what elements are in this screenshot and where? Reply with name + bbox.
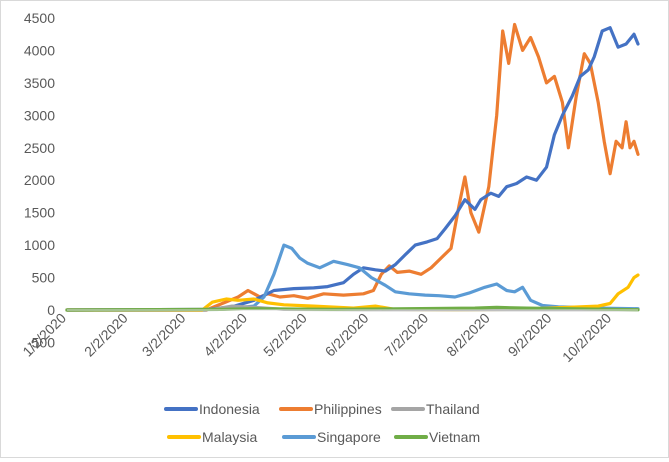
x-tick-label: 10/2/2020 [559, 310, 615, 366]
legend-label-philippines: Philippines [314, 401, 382, 417]
y-tick-label: 0 [47, 302, 55, 318]
x-tick-label: 3/2/2020 [139, 310, 189, 360]
legend-label-malaysia: Malaysia [202, 429, 257, 445]
y-tick-label: 3000 [24, 107, 55, 123]
series-line-vietnam [65, 305, 640, 312]
legend-label-thailand: Thailand [426, 401, 480, 417]
y-tick-label: 1000 [24, 237, 55, 253]
series-line-malaysia [65, 273, 640, 312]
y-tick-label: 3500 [24, 75, 55, 91]
series-line-singapore [65, 243, 640, 312]
y-tick-label: 2000 [24, 172, 55, 188]
y-tick-label: 500 [32, 270, 56, 286]
y-tick-label: -500 [27, 334, 55, 350]
x-tick-label: 7/2/2020 [381, 310, 431, 360]
x-tick-label: 5/2/2020 [260, 310, 310, 360]
y-tick-label: 1500 [24, 205, 55, 221]
y-tick-label: 4000 [24, 42, 55, 58]
x-tick-label: 4/2/2020 [200, 310, 250, 360]
x-tick-label: 6/2/2020 [322, 310, 372, 360]
legend-label-vietnam: Vietnam [429, 429, 480, 445]
series-line-philippines [65, 22, 640, 312]
y-axis-ticks: -500 0 500 1000 1500 2000 2500 3000 3500 4000 4500 [24, 10, 55, 350]
legend: Indonesia Philippines Thailand Malaysia Sing… [164, 401, 480, 445]
series-layer [65, 22, 640, 312]
x-tick-label: 8/2/2020 [443, 310, 493, 360]
x-tick-label: 9/2/2020 [505, 310, 555, 360]
series-line-indonesia [65, 26, 640, 312]
y-tick-label: 4500 [24, 10, 55, 26]
x-axis-ticks: 1/2/2020 2/2/2020 3/2/2020 4/2/2020 5/2/2020… [19, 310, 614, 366]
legend-label-indonesia: Indonesia [199, 401, 260, 417]
legend-label-singapore: Singapore [317, 429, 381, 445]
y-tick-label: 2500 [24, 140, 55, 156]
x-tick-label: 2/2/2020 [81, 310, 131, 360]
